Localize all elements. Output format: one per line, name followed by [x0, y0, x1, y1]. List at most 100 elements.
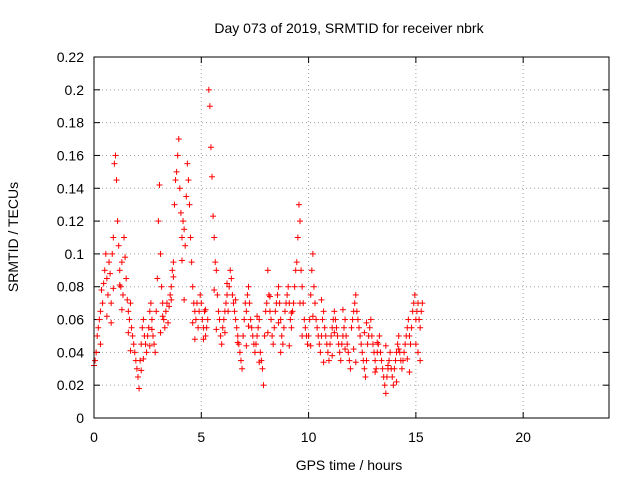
data-point — [411, 291, 418, 298]
data-point — [287, 316, 294, 323]
data-point — [285, 283, 292, 290]
data-point — [401, 349, 408, 356]
data-point — [197, 291, 204, 298]
data-point — [122, 254, 129, 261]
data-point — [266, 293, 273, 300]
data-point — [212, 259, 219, 266]
data-point — [97, 308, 104, 315]
data-point — [178, 234, 185, 241]
data-point — [178, 257, 185, 264]
data-point — [108, 300, 115, 307]
data-point — [288, 324, 295, 331]
data-point — [415, 349, 422, 356]
data-point — [172, 177, 179, 184]
data-point — [288, 309, 295, 316]
data-point — [404, 355, 411, 362]
y-tick-label: 0.08 — [57, 279, 84, 295]
y-tick-label: 0.22 — [57, 49, 84, 65]
data-point — [266, 308, 273, 315]
data-point — [378, 357, 385, 364]
data-point — [192, 316, 199, 323]
data-point — [359, 349, 366, 356]
data-point — [134, 373, 141, 380]
data-point — [97, 341, 104, 348]
data-point — [202, 306, 209, 313]
data-point — [127, 347, 134, 354]
data-point — [174, 152, 181, 159]
data-point — [165, 319, 172, 326]
data-point — [180, 218, 187, 225]
data-point — [269, 332, 276, 339]
data-point — [261, 332, 268, 339]
data-point — [213, 326, 220, 333]
data-point — [175, 136, 182, 143]
data-point — [224, 280, 231, 287]
data-point — [333, 324, 340, 331]
data-point — [381, 382, 388, 389]
data-point — [304, 341, 311, 348]
data-point — [140, 355, 147, 362]
data-point — [203, 324, 210, 331]
data-point — [299, 332, 306, 339]
data-point — [195, 324, 202, 331]
data-point — [158, 283, 165, 290]
data-point — [153, 308, 160, 315]
y-tick-label: 0.18 — [57, 115, 84, 131]
data-point — [183, 193, 190, 200]
data-point — [301, 316, 308, 323]
data-point — [321, 324, 328, 331]
data-point — [243, 342, 250, 349]
data-point — [146, 308, 153, 315]
data-point — [337, 357, 344, 364]
data-point — [95, 324, 102, 331]
y-tick-label: 0.12 — [57, 213, 84, 229]
data-point — [257, 349, 264, 356]
data-point — [145, 324, 152, 331]
data-point — [253, 341, 260, 348]
y-tick-label: 0.04 — [57, 344, 84, 360]
data-point — [131, 349, 138, 356]
data-point — [146, 342, 153, 349]
x-tick-label: 0 — [90, 429, 98, 445]
data-point — [394, 341, 401, 348]
data-point — [278, 332, 285, 339]
data-point — [406, 332, 413, 339]
y-tick-label: 0.06 — [57, 312, 84, 328]
data-point — [345, 349, 352, 356]
y-tick-label: 0 — [76, 410, 84, 426]
data-point — [136, 385, 143, 392]
data-point — [225, 308, 232, 315]
data-point — [407, 341, 414, 348]
data-point — [352, 359, 359, 366]
data-point — [264, 329, 271, 336]
y-tick-label: 0.14 — [57, 180, 84, 196]
data-point — [162, 308, 169, 315]
data-point — [320, 308, 327, 315]
data-point — [176, 185, 183, 192]
data-point — [123, 275, 130, 282]
data-point — [368, 332, 375, 339]
data-point — [210, 213, 217, 220]
data-point — [156, 181, 163, 188]
data-point — [372, 369, 379, 376]
data-point — [264, 267, 271, 274]
data-point — [104, 291, 111, 298]
data-point — [386, 357, 393, 364]
data-point — [113, 177, 120, 184]
data-point — [344, 341, 351, 348]
data-point — [98, 287, 105, 294]
data-point — [331, 308, 338, 315]
data-point — [353, 308, 360, 315]
data-point — [376, 332, 383, 339]
data-point — [268, 316, 275, 323]
data-point — [232, 316, 239, 323]
data-point — [144, 332, 151, 339]
data-point — [292, 267, 299, 274]
data-point — [400, 357, 406, 364]
data-point — [408, 324, 415, 331]
data-point — [309, 250, 316, 257]
data-point — [188, 259, 195, 266]
data-point — [247, 316, 254, 323]
data-point — [161, 324, 168, 331]
data-point — [383, 373, 390, 380]
